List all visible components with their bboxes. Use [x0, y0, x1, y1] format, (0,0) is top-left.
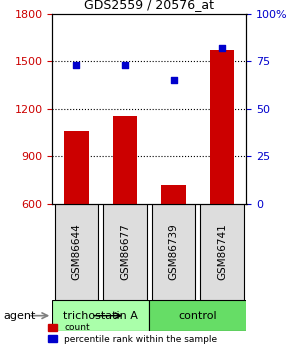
Title: GDS2559 / 20576_at: GDS2559 / 20576_at	[84, 0, 214, 11]
Point	[171, 77, 176, 83]
Text: control: control	[179, 311, 217, 321]
Text: trichostatin A: trichostatin A	[63, 311, 138, 321]
Text: GSM86739: GSM86739	[169, 224, 179, 280]
FancyBboxPatch shape	[55, 204, 98, 300]
Text: agent: agent	[3, 311, 35, 321]
FancyBboxPatch shape	[200, 204, 244, 300]
FancyBboxPatch shape	[52, 300, 149, 331]
Bar	[64, 131, 89, 204]
FancyBboxPatch shape	[152, 204, 195, 300]
FancyBboxPatch shape	[149, 300, 246, 331]
Text: GSM86741: GSM86741	[217, 224, 227, 280]
Legend: count, percentile rank within the sample: count, percentile rank within the sample	[48, 323, 218, 344]
Bar	[113, 116, 137, 204]
FancyBboxPatch shape	[103, 204, 147, 300]
Text: GSM86644: GSM86644	[72, 224, 81, 280]
Point	[220, 45, 224, 51]
Text: GSM86677: GSM86677	[120, 224, 130, 280]
Point	[74, 62, 79, 68]
Point	[123, 62, 127, 68]
Bar	[162, 185, 186, 204]
Bar	[210, 50, 234, 204]
